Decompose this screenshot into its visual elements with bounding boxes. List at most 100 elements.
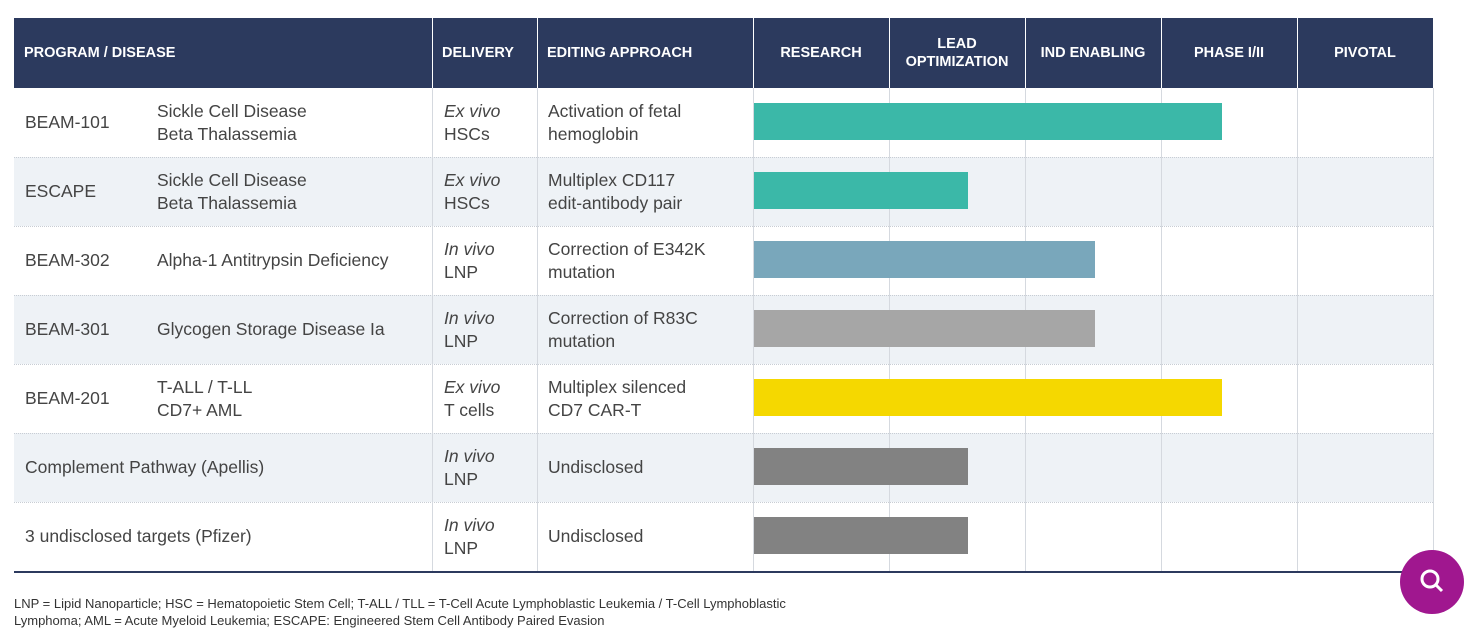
row-bg — [14, 295, 1433, 364]
approach-line: mutation — [548, 261, 616, 282]
delivery-line: T cells — [444, 399, 495, 420]
disease: Glycogen Storage Disease Ia — [157, 295, 385, 364]
header-divider — [432, 18, 433, 88]
approach: Undisclosed — [548, 502, 643, 571]
row-bg — [14, 433, 1433, 502]
column-divider — [537, 88, 538, 571]
delivery: Ex vivo T cells — [444, 364, 500, 433]
disease: Sickle Cell Disease Beta Thalassemia — [157, 157, 307, 226]
approach: Correction of R83C mutation — [548, 295, 698, 364]
disease: T-ALL / T-LL CD7+ AML — [157, 364, 252, 433]
column-divider — [432, 88, 433, 571]
progress-bar — [754, 241, 1096, 278]
program: ESCAPE — [25, 181, 96, 201]
search-icon — [1420, 569, 1444, 593]
header-divider — [889, 18, 890, 88]
program: 3 undisclosed targets (Pfizer) — [25, 526, 252, 546]
delivery-line: Ex vivo — [444, 169, 501, 190]
approach-line: edit-antibody pair — [548, 192, 683, 213]
header-divider — [1297, 18, 1298, 88]
search-button[interactable] — [1400, 550, 1464, 614]
disease-line: T-ALL / T-LL — [157, 376, 253, 397]
delivery-line: HSCs — [444, 123, 490, 144]
delivery-line: Ex vivo — [444, 376, 501, 397]
program: BEAM-201 — [25, 388, 110, 408]
delivery: Ex vivo HSCs — [444, 88, 500, 157]
delivery: In vivo LNP — [444, 433, 495, 502]
progress-bar — [754, 517, 968, 554]
delivery-line: In vivo — [444, 307, 495, 328]
column-divider — [1297, 88, 1298, 571]
footnote: LNP = Lipid Nanoparticle; HSC = Hematopo… — [14, 596, 786, 611]
footnote: Lymphoma; AML = Acute Myeloid Leukemia; … — [14, 613, 605, 628]
header-stage: LEAD OPTIMIZATION — [905, 36, 1009, 70]
disease-line: Beta Thalassemia — [157, 123, 297, 144]
row-bg — [14, 157, 1433, 226]
delivery-line: In vivo — [444, 514, 495, 535]
delivery-line: LNP — [444, 330, 479, 351]
approach-line: hemoglobin — [548, 123, 639, 144]
disease-line: Sickle Cell Disease — [157, 100, 307, 121]
progress-bar — [754, 310, 1096, 347]
disease: Alpha-1 Antitrypsin Deficiency — [157, 226, 389, 295]
row-bg — [14, 226, 1433, 295]
disease-line: Glycogen Storage Disease Ia — [157, 319, 385, 339]
disease-line: Alpha-1 Antitrypsin Deficiency — [157, 250, 389, 270]
delivery: In vivo LNP — [444, 295, 495, 364]
column-divider — [1161, 88, 1162, 571]
delivery-line: LNP — [444, 537, 479, 558]
approach: Multiplex CD117 edit-antibody pair — [548, 157, 682, 226]
progress-bar — [754, 172, 968, 209]
delivery: Ex vivo HSCs — [444, 157, 500, 226]
progress-bar — [754, 379, 1222, 416]
header-divider — [753, 18, 754, 88]
header-stage: PHASE I/II — [1193, 45, 1265, 61]
row-bg — [14, 502, 1433, 571]
disease-line: Beta Thalassemia — [157, 192, 297, 213]
delivery-line: HSCs — [444, 192, 490, 213]
header-divider — [1161, 18, 1162, 88]
approach-line: Multiplex CD117 — [548, 169, 676, 190]
approach-line: Undisclosed — [548, 457, 644, 477]
header-cell: PROGRAM / DISEASE — [24, 45, 176, 61]
program: BEAM-301 — [25, 319, 110, 339]
header-stage: RESEARCH — [780, 45, 862, 61]
header-divider — [537, 18, 538, 88]
approach-line: mutation — [548, 330, 616, 351]
progress-bar — [754, 103, 1222, 140]
delivery-line: In vivo — [444, 445, 495, 466]
program: BEAM-302 — [25, 250, 110, 270]
approach-line: Correction of R83C — [548, 307, 698, 328]
delivery-line: LNP — [444, 261, 479, 282]
header-stage: IND ENABLING — [1040, 45, 1146, 61]
header-cell: EDITING APPROACH — [547, 45, 693, 61]
approach-line: Undisclosed — [548, 526, 644, 546]
delivery-line: LNP — [444, 468, 479, 489]
approach: Activation of fetal hemoglobin — [548, 88, 681, 157]
header-cell: DELIVERY — [442, 45, 514, 61]
disease: Sickle Cell Disease Beta Thalassemia — [157, 88, 307, 157]
approach-line: CD7 CAR-T — [548, 399, 642, 420]
approach: Multiplex silenced CD7 CAR-T — [548, 364, 686, 433]
approach: Correction of E342K mutation — [548, 226, 706, 295]
column-divider — [1433, 88, 1434, 571]
delivery-line: In vivo — [444, 238, 495, 259]
progress-bar — [754, 448, 968, 485]
column-divider — [753, 88, 754, 571]
approach: Undisclosed — [548, 433, 643, 502]
delivery: In vivo LNP — [444, 226, 495, 295]
header-stage: PIVOTAL — [1334, 45, 1396, 61]
delivery: In vivo LNP — [444, 502, 495, 571]
program: BEAM-101 — [25, 112, 110, 132]
disease-line: CD7+ AML — [157, 399, 243, 420]
disease-line: Sickle Cell Disease — [157, 169, 307, 190]
header-divider — [1025, 18, 1026, 88]
delivery-line: Ex vivo — [444, 100, 501, 121]
approach-line: Activation of fetal — [548, 100, 682, 121]
bottom-rule — [14, 571, 1433, 573]
approach-line: Correction of E342K — [548, 238, 706, 259]
approach-line: Multiplex silenced — [548, 376, 687, 397]
program: Complement Pathway (Apellis) — [25, 457, 265, 477]
header-bg — [14, 18, 1433, 88]
